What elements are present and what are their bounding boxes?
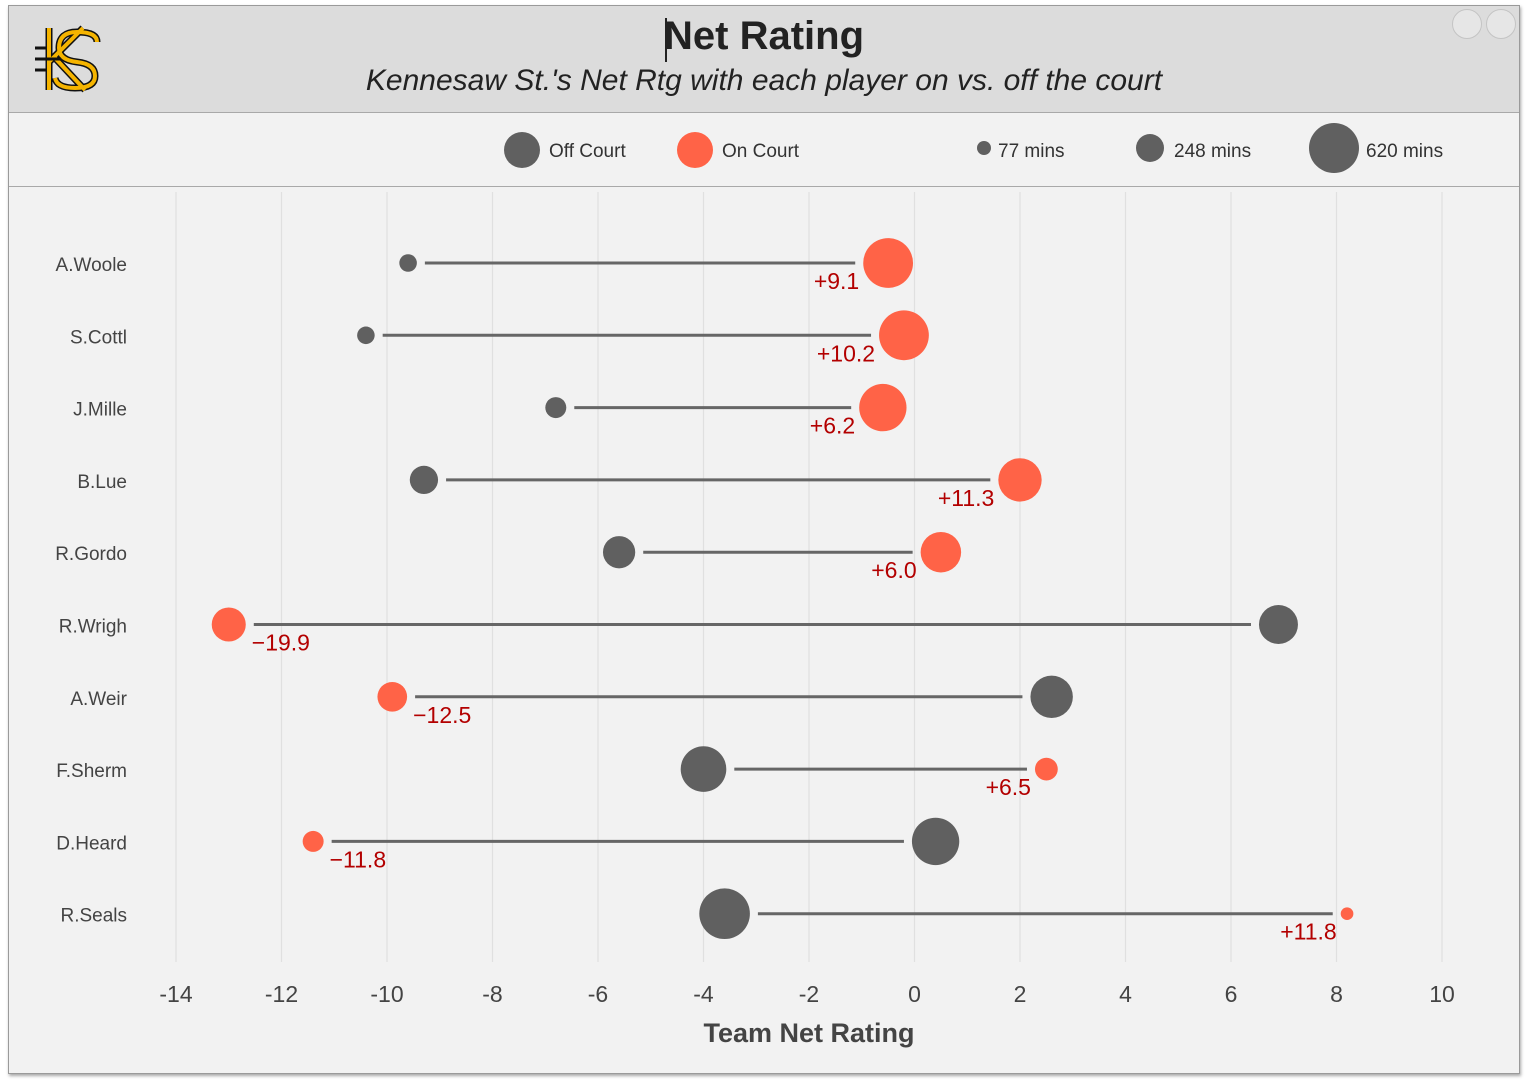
x-axis-title: Team Net Rating	[703, 1018, 914, 1048]
x-tick-label: 4	[1119, 981, 1132, 1007]
legend-size-small-marker	[977, 141, 991, 155]
legend-off-marker	[504, 132, 540, 168]
on-court-point	[863, 238, 914, 288]
dumbbell-chart: -14 -12 -10 -8 -6 -4 -2 0 2 4 6 8 10 Team Net Rating A…	[55, 192, 1455, 1048]
net-diff-label: +11.3	[938, 485, 995, 511]
window-control-button[interactable]	[1486, 9, 1516, 39]
player-name-label: J.Mille	[73, 400, 127, 421]
on-court-point	[859, 383, 907, 432]
off-court-point	[911, 817, 960, 866]
x-tick-label: -8	[482, 981, 502, 1007]
x-tick-label: -14	[159, 981, 192, 1007]
on-court-point	[920, 531, 962, 573]
player-name-label: R.Seals	[60, 906, 127, 927]
legend-size-small-label: 77 mins	[998, 141, 1065, 162]
net-diff-label: +11.8	[1280, 919, 1337, 945]
legend-size-large-marker	[1309, 123, 1359, 173]
chart-subtitle: Kennesaw St.'s Net Rtg with each player …	[365, 64, 1163, 97]
player-name-label: D.Heard	[56, 833, 127, 854]
net-diff-label: +6.2	[810, 413, 855, 439]
window-control-button[interactable]	[1452, 9, 1482, 39]
legend-size-medium-marker	[1136, 134, 1164, 162]
on-court-point	[998, 458, 1042, 502]
x-tick-label: -2	[799, 981, 819, 1007]
off-court-point	[399, 254, 417, 272]
kennesaw-state-ks-logo	[35, 25, 101, 93]
net-diff-label: −12.5	[413, 702, 471, 728]
chart-legend: Off Court On Court 77 mins 248 mins 620 …	[9, 113, 1519, 187]
player-name-label: A.Woole	[56, 255, 127, 276]
x-tick-label: -10	[370, 981, 403, 1007]
player-name-label: B.Lue	[77, 472, 127, 493]
net-diff-label: −11.8	[330, 846, 387, 872]
off-court-point	[409, 465, 439, 495]
text-cursor	[665, 18, 667, 62]
net-diff-label: −19.9	[252, 630, 310, 656]
off-court-point	[680, 746, 727, 792]
chart-header: Net Rating Kennesaw St.'s Net Rtg with e…	[9, 6, 1519, 113]
x-tick-label: 2	[1014, 981, 1027, 1007]
legend-on-label: On Court	[722, 141, 800, 162]
legend-off-label: Off Court	[549, 141, 626, 162]
on-court-point	[879, 310, 929, 361]
player-name-label: R.Wrigh	[59, 617, 127, 638]
player-name-label: R.Gordo	[55, 544, 127, 565]
player-name-label: F.Sherm	[56, 761, 127, 782]
x-tick-label: 10	[1429, 981, 1455, 1007]
off-court-point	[699, 888, 750, 939]
net-diff-label: +6.0	[871, 557, 916, 583]
x-tick-label: -6	[588, 981, 608, 1007]
x-tick-label: -12	[265, 981, 298, 1007]
off-court-point	[357, 326, 375, 345]
on-court-point	[1340, 907, 1354, 921]
legend-size-large-label: 620 mins	[1366, 141, 1443, 162]
on-court-point	[1034, 757, 1058, 781]
player-name-label: A.Weir	[70, 689, 127, 710]
legend-svg: Off Court On Court 77 mins 248 mins 620 …	[504, 123, 1443, 173]
x-tick-label: 6	[1225, 981, 1238, 1007]
player-name-label: S.Cottl	[70, 327, 127, 348]
legend-on-marker	[677, 132, 713, 168]
x-tick-label: 8	[1330, 981, 1343, 1007]
chart-title: Net Rating	[664, 14, 864, 58]
chart-card: Net Rating Kennesaw St.'s Net Rtg with e…	[8, 5, 1520, 1074]
off-court-point	[1030, 675, 1073, 719]
off-court-point	[545, 397, 567, 419]
legend-size-medium-label: 248 mins	[1174, 141, 1251, 162]
on-court-point	[377, 681, 408, 712]
on-court-point	[302, 830, 324, 852]
off-court-point	[1258, 605, 1298, 644]
net-diff-label: +6.5	[986, 774, 1031, 800]
off-court-point	[602, 536, 636, 569]
x-tick-label: -4	[693, 981, 714, 1007]
net-diff-label: +10.2	[817, 340, 875, 366]
on-court-point	[211, 607, 246, 642]
net-diff-label: +9.1	[814, 268, 859, 294]
x-tick-label: 0	[908, 981, 921, 1007]
